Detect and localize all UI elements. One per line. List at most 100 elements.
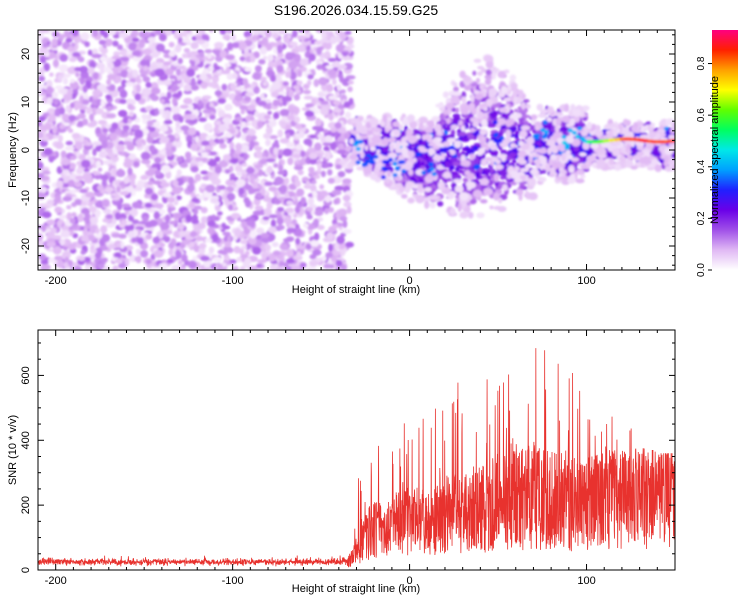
spectrogram-cell bbox=[489, 168, 495, 174]
spectrogram-cell bbox=[244, 199, 252, 208]
spectrogram-cell bbox=[161, 113, 168, 119]
spectrogram-cell bbox=[48, 155, 57, 161]
spectrogram-cell bbox=[239, 56, 246, 62]
spectrogram-cell bbox=[176, 156, 183, 163]
spectrogram-cell bbox=[100, 225, 108, 234]
spectrogram-cell bbox=[347, 86, 353, 93]
spectrogram-cell bbox=[149, 219, 158, 227]
spectrogram-cell bbox=[333, 198, 339, 205]
spectrogram-cell bbox=[231, 42, 241, 49]
spectrogram-cell bbox=[135, 248, 142, 256]
spectrogram-cell bbox=[225, 30, 234, 34]
spectrogram-cell bbox=[244, 67, 252, 73]
spectrogram-cell bbox=[522, 113, 527, 120]
spectrogram-cell bbox=[166, 258, 174, 264]
spectrogram-cell bbox=[74, 67, 83, 72]
spectrogram-cell bbox=[142, 48, 152, 56]
spectrogram-cell bbox=[195, 34, 203, 41]
spectrogram-cell bbox=[270, 91, 279, 98]
spectrogram-cell bbox=[214, 90, 223, 97]
spectrogram-cell bbox=[135, 255, 142, 264]
spectrogram-cell bbox=[163, 119, 173, 125]
spectrogram-cell bbox=[121, 203, 131, 208]
spectrogram-cell bbox=[118, 262, 127, 269]
spectrogram-cell bbox=[120, 56, 130, 62]
spectrogram-cell bbox=[273, 112, 280, 120]
spectrogram-cell bbox=[73, 265, 82, 270]
spectrogram-cell bbox=[295, 203, 304, 208]
spectrogram-cell bbox=[280, 120, 287, 129]
spectrogram-cell bbox=[337, 242, 346, 250]
spectrogram-cell bbox=[286, 200, 294, 206]
spectrogram-cell bbox=[443, 126, 451, 131]
spectrogram-cell bbox=[235, 142, 243, 152]
spectrogram-cell bbox=[172, 179, 179, 187]
spectrogram-cell bbox=[332, 61, 341, 68]
spectrogram-cell bbox=[275, 60, 284, 66]
spectrogram-cell bbox=[164, 30, 172, 37]
spectrogram-cell bbox=[307, 197, 315, 206]
spectrogram-cell bbox=[97, 263, 105, 270]
spectrogram-cell bbox=[145, 187, 154, 195]
spectrogram-cell bbox=[188, 103, 194, 112]
spectrogram-cell bbox=[154, 203, 164, 209]
spectrogram-cell bbox=[186, 68, 196, 78]
spectrogram-cell bbox=[104, 38, 113, 47]
spectrogram-cell bbox=[294, 179, 301, 188]
spectrogram-cell bbox=[181, 53, 189, 59]
spectrogram-cell bbox=[197, 222, 206, 230]
spectrogram-cell bbox=[276, 266, 285, 270]
spectrogram-cell bbox=[68, 179, 75, 188]
spectrogram-cell bbox=[195, 30, 201, 34]
spectrogram-cell bbox=[202, 109, 212, 114]
spectrogram-cell bbox=[461, 91, 467, 99]
spectrogram-cell bbox=[112, 33, 120, 39]
spectrogram-cell bbox=[339, 215, 348, 222]
spectrogram-cell bbox=[451, 182, 457, 188]
spectrogram-cell bbox=[184, 151, 192, 160]
spectrogram-cell bbox=[273, 147, 279, 155]
spectrogram-cell bbox=[69, 102, 75, 109]
spectrogram-cell bbox=[155, 43, 165, 52]
spectrogram-cell bbox=[252, 72, 262, 81]
spectrogram-cell bbox=[119, 98, 127, 105]
spectrogram-cell bbox=[168, 220, 177, 225]
spectrogram-cell bbox=[273, 190, 279, 197]
spectrogram-cell bbox=[178, 230, 187, 238]
spectrogram-cell bbox=[86, 107, 93, 113]
spectrogram-cell bbox=[231, 212, 241, 220]
spectrogram-cell bbox=[140, 175, 149, 180]
spectrogram-cell bbox=[453, 86, 459, 92]
spectrogram-cell bbox=[135, 84, 142, 93]
spectrogram-cell bbox=[116, 243, 122, 248]
spectrogram-cell bbox=[82, 85, 88, 93]
spectrogram-cell bbox=[68, 162, 77, 170]
spectrogram-cell bbox=[462, 147, 468, 152]
spectrogram-cell bbox=[46, 230, 55, 238]
spectrogram-cell bbox=[99, 30, 106, 36]
spectrogram-cell bbox=[277, 170, 286, 175]
spectrogram-cell bbox=[232, 265, 239, 270]
spectrogram-cell bbox=[235, 178, 246, 187]
spectrogram-cell bbox=[308, 53, 316, 62]
spectrogram-cell bbox=[92, 30, 99, 37]
spectrogram-cell bbox=[171, 186, 182, 195]
spectrogram-cell bbox=[129, 254, 136, 263]
spectrogram-cell bbox=[41, 91, 47, 96]
spectrogram-cell bbox=[190, 77, 196, 87]
spectrogram-cell bbox=[499, 176, 506, 180]
spectrogram-cell bbox=[269, 263, 277, 270]
spectrogram-cell bbox=[224, 197, 229, 206]
spectrogram-cell bbox=[342, 52, 348, 57]
spectrogram-cell bbox=[105, 94, 112, 100]
spectrogram-cell bbox=[270, 219, 277, 228]
spectrogram-cell bbox=[63, 73, 72, 78]
spectrogram-cell bbox=[263, 133, 271, 139]
spectrogram-cell bbox=[170, 85, 179, 92]
spectrogram-cell bbox=[282, 148, 293, 157]
spectrogram-cell bbox=[111, 122, 119, 130]
spectrogram-cell bbox=[241, 162, 248, 167]
spectrogram-cell bbox=[457, 137, 463, 141]
spectrogram-cell bbox=[131, 37, 140, 42]
spectrogram-cell bbox=[200, 216, 209, 224]
